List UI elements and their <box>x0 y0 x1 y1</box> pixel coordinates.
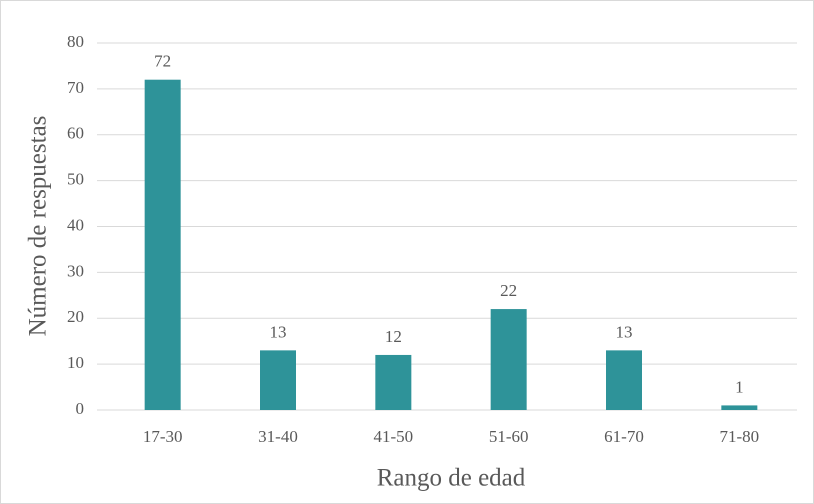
x-tick-label: 71-80 <box>719 427 759 446</box>
x-tick-label: 51-60 <box>489 427 529 446</box>
data-label: 72 <box>154 52 171 71</box>
y-tick-label: 40 <box>67 215 84 234</box>
x-axis-label: Rango de edad <box>377 465 526 492</box>
x-tick-label: 41-50 <box>373 427 413 446</box>
data-label: 22 <box>500 281 517 300</box>
y-tick-label: 60 <box>67 124 84 143</box>
y-tick-label: 80 <box>67 32 84 51</box>
bar <box>721 405 758 410</box>
y-tick-label: 10 <box>67 353 84 372</box>
x-tick-label: 61-70 <box>604 427 644 446</box>
y-tick-label: 20 <box>67 307 84 326</box>
bar <box>606 350 642 410</box>
data-label: 1 <box>735 377 744 396</box>
y-tick-label: 30 <box>67 261 84 280</box>
bar <box>375 354 412 410</box>
y-axis-label: Número de respuestas <box>25 116 52 337</box>
y-tick-label: 0 <box>76 399 85 418</box>
x-tick-label: 31-40 <box>258 427 298 446</box>
bar <box>260 350 296 410</box>
data-label: 12 <box>385 327 402 346</box>
bar <box>490 309 527 410</box>
data-label: 13 <box>270 322 287 341</box>
y-tick-label: 70 <box>67 78 84 97</box>
bar <box>144 79 181 410</box>
data-label: 13 <box>616 322 633 341</box>
y-tick-label: 50 <box>67 170 84 189</box>
x-tick-label: 17-30 <box>143 427 183 446</box>
